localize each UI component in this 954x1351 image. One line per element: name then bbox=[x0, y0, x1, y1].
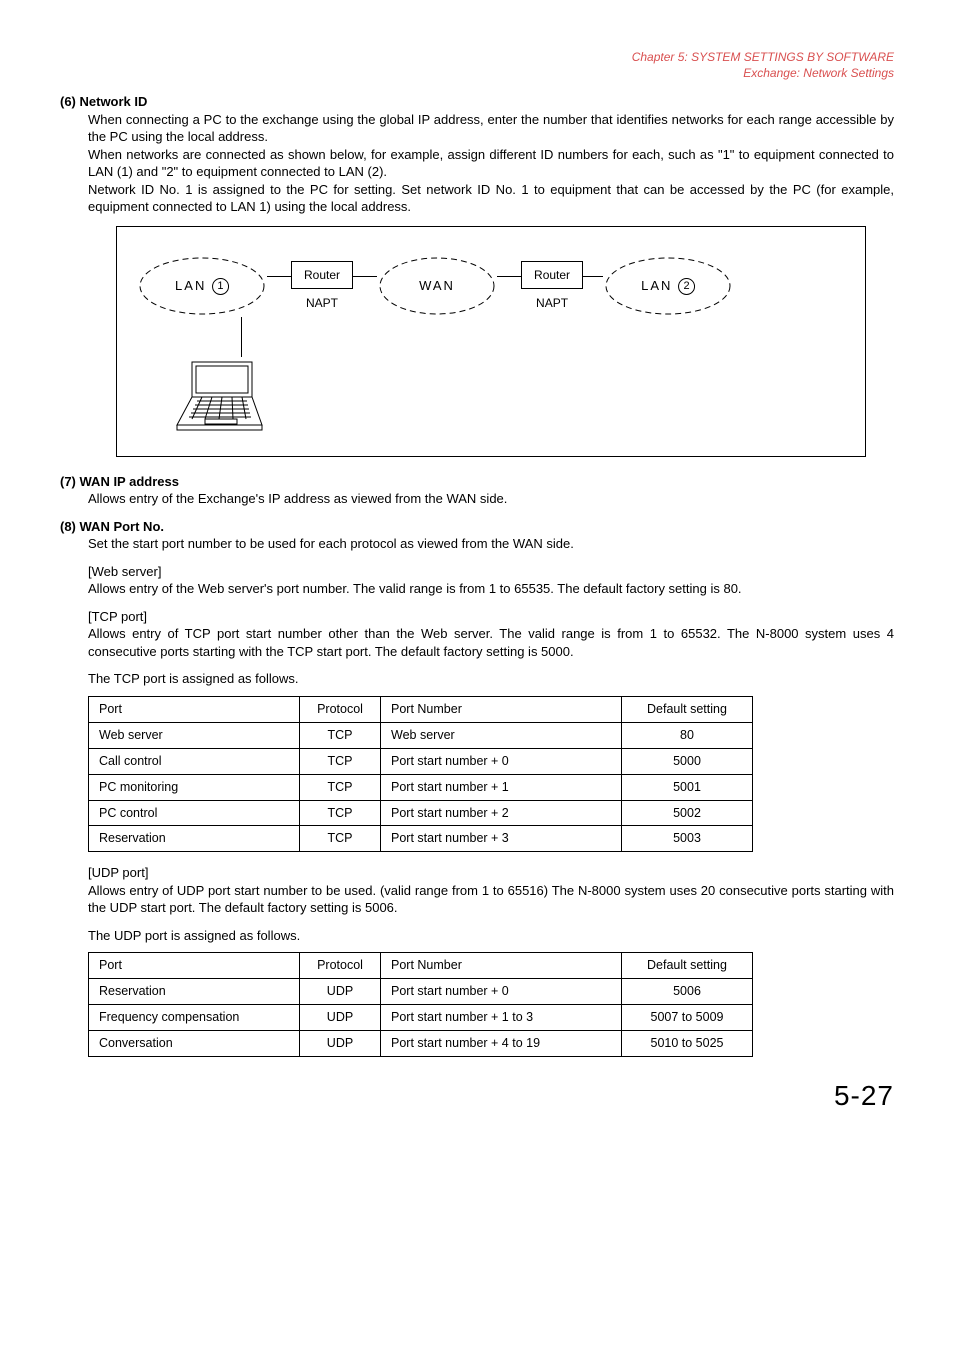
table-header-row: Port Protocol Port Number Default settin… bbox=[89, 953, 753, 979]
table-header-row: Port Protocol Port Number Default settin… bbox=[89, 697, 753, 723]
tcp-port-title: [TCP port] bbox=[88, 608, 894, 626]
section-6-para1: When connecting a PC to the exchange usi… bbox=[88, 112, 894, 145]
table-row: ReservationUDPPort start number + 05006 bbox=[89, 979, 753, 1005]
page-number: 5-27 bbox=[60, 1077, 894, 1115]
tcp-port-table: Port Protocol Port Number Default settin… bbox=[88, 696, 753, 852]
lan1-label: LAN 1 bbox=[175, 277, 229, 295]
udp-port-body: Allows entry of UDP port start number to… bbox=[88, 882, 894, 917]
connector-line bbox=[583, 276, 603, 277]
section-8-heading: (8) WAN Port No. bbox=[60, 518, 894, 536]
section-7-body: Allows entry of the Exchange's IP addres… bbox=[88, 490, 894, 508]
lan2-cloud: LAN 2 bbox=[603, 255, 733, 317]
cell: 5001 bbox=[622, 774, 753, 800]
laptop-connector bbox=[241, 317, 845, 357]
chapter-line1: Chapter 5: SYSTEM SETTINGS BY SOFTWARE bbox=[632, 50, 894, 64]
wan-cloud: WAN bbox=[377, 255, 497, 317]
col-portnum-header: Port Number bbox=[381, 697, 622, 723]
cell: UDP bbox=[300, 1031, 381, 1057]
cell: Port start number + 1 to 3 bbox=[381, 1005, 622, 1031]
col-protocol-header: Protocol bbox=[300, 697, 381, 723]
col-default-header: Default setting bbox=[622, 697, 753, 723]
cell: Port start number + 0 bbox=[381, 748, 622, 774]
cell: PC control bbox=[89, 800, 300, 826]
cell: Call control bbox=[89, 748, 300, 774]
section-6-para2: When networks are connected as shown bel… bbox=[88, 147, 894, 180]
cell: TCP bbox=[300, 748, 381, 774]
lan1-num: 1 bbox=[212, 278, 229, 295]
cell: Reservation bbox=[89, 826, 300, 852]
chapter-line2: Exchange: Network Settings bbox=[743, 66, 894, 80]
cell: 80 bbox=[622, 722, 753, 748]
cell: Conversation bbox=[89, 1031, 300, 1057]
section-6-para3: Network ID No. 1 is assigned to the PC f… bbox=[88, 182, 894, 215]
cell: Web server bbox=[381, 722, 622, 748]
cell: 5007 to 5009 bbox=[622, 1005, 753, 1031]
lan1-cloud: LAN 1 bbox=[137, 255, 267, 317]
table-row: PC monitoringTCPPort start number + 1500… bbox=[89, 774, 753, 800]
laptop-icon bbox=[167, 357, 277, 437]
cell: TCP bbox=[300, 774, 381, 800]
laptop-section bbox=[167, 317, 845, 442]
col-port-header: Port bbox=[89, 697, 300, 723]
col-default-header: Default setting bbox=[622, 953, 753, 979]
table-row: ReservationTCPPort start number + 35003 bbox=[89, 826, 753, 852]
router2-column: Router NAPT bbox=[521, 261, 583, 311]
cell: Reservation bbox=[89, 979, 300, 1005]
cell: UDP bbox=[300, 1005, 381, 1031]
cell: Web server bbox=[89, 722, 300, 748]
router1-column: Router NAPT bbox=[291, 261, 353, 311]
network-row: LAN 1 Router NAPT WAN Router NAPT LAN 2 bbox=[137, 255, 845, 317]
cell: Port start number + 1 bbox=[381, 774, 622, 800]
cell: 5002 bbox=[622, 800, 753, 826]
napt2-label: NAPT bbox=[536, 295, 568, 311]
router2-box: Router bbox=[521, 261, 583, 289]
udp-port-title: [UDP port] bbox=[88, 864, 894, 882]
cell: UDP bbox=[300, 979, 381, 1005]
section-6-body: When connecting a PC to the exchange usi… bbox=[88, 111, 894, 216]
cell: Port start number + 3 bbox=[381, 826, 622, 852]
lan2-text: LAN bbox=[641, 278, 672, 293]
table-row: PC controlTCPPort start number + 25002 bbox=[89, 800, 753, 826]
cell: Frequency compensation bbox=[89, 1005, 300, 1031]
lan2-label: LAN 2 bbox=[641, 277, 695, 295]
table-row: Call controlTCPPort start number + 05000 bbox=[89, 748, 753, 774]
table-row: ConversationUDPPort start number + 4 to … bbox=[89, 1031, 753, 1057]
connector-line bbox=[497, 276, 521, 277]
network-diagram: LAN 1 Router NAPT WAN Router NAPT LAN 2 bbox=[116, 226, 866, 457]
section-8-intro: Set the start port number to be used for… bbox=[88, 535, 894, 553]
section-6-heading: (6) Network ID bbox=[60, 93, 894, 111]
web-server-body: Allows entry of the Web server's port nu… bbox=[88, 580, 894, 598]
tcp-port-body: Allows entry of TCP port start number ot… bbox=[88, 625, 894, 660]
chapter-header: Chapter 5: SYSTEM SETTINGS BY SOFTWARE E… bbox=[60, 50, 894, 81]
lan2-num: 2 bbox=[678, 278, 695, 295]
cell: 5000 bbox=[622, 748, 753, 774]
connector-line bbox=[353, 276, 377, 277]
cell: PC monitoring bbox=[89, 774, 300, 800]
cell: Port start number + 2 bbox=[381, 800, 622, 826]
connector-line bbox=[267, 276, 291, 277]
col-port-header: Port bbox=[89, 953, 300, 979]
section-7-heading: (7) WAN IP address bbox=[60, 473, 894, 491]
lan1-text: LAN bbox=[175, 278, 206, 293]
cell: Port start number + 0 bbox=[381, 979, 622, 1005]
router1-box: Router bbox=[291, 261, 353, 289]
cell: 5006 bbox=[622, 979, 753, 1005]
cell: TCP bbox=[300, 800, 381, 826]
wan-label: WAN bbox=[419, 277, 455, 295]
tcp-table-intro: The TCP port is assigned as follows. bbox=[88, 670, 894, 688]
cell: 5010 to 5025 bbox=[622, 1031, 753, 1057]
table-row: Web serverTCPWeb server80 bbox=[89, 722, 753, 748]
cell: TCP bbox=[300, 722, 381, 748]
udp-table-intro: The UDP port is assigned as follows. bbox=[88, 927, 894, 945]
napt1-label: NAPT bbox=[306, 295, 338, 311]
web-server-title: [Web server] bbox=[88, 563, 894, 581]
cell: Port start number + 4 to 19 bbox=[381, 1031, 622, 1057]
cell: TCP bbox=[300, 826, 381, 852]
col-portnum-header: Port Number bbox=[381, 953, 622, 979]
cell: 5003 bbox=[622, 826, 753, 852]
table-row: Frequency compensationUDPPort start numb… bbox=[89, 1005, 753, 1031]
udp-port-table: Port Protocol Port Number Default settin… bbox=[88, 952, 753, 1057]
col-protocol-header: Protocol bbox=[300, 953, 381, 979]
